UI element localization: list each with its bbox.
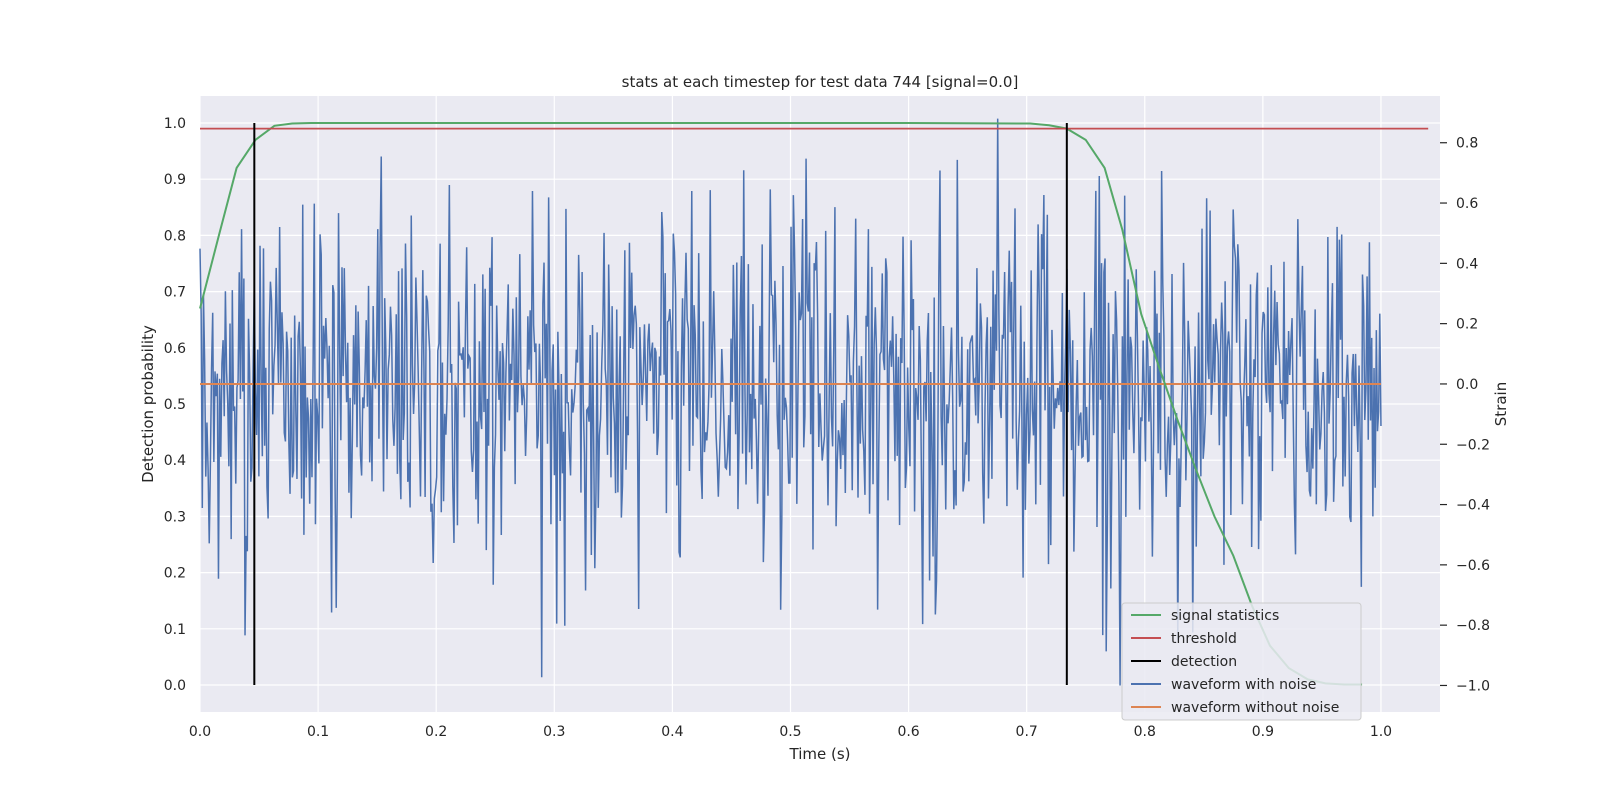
y2-tick-label: 0.8: [1456, 136, 1478, 152]
legend-label-threshold: threshold: [1171, 631, 1237, 647]
y2-tick-label: −0.8: [1456, 618, 1490, 634]
y-tick-label: 0.1: [164, 622, 186, 638]
y2-tick-label: 0.4: [1456, 256, 1478, 272]
chart-marks: [199, 118, 1429, 686]
series-waveform-with-noise: [199, 118, 1382, 686]
x-tick-label: 0.8: [1134, 724, 1156, 740]
x-axis-title: Time (s): [789, 745, 851, 763]
y-tick-label: 0.4: [164, 453, 186, 469]
x-tick-label: 0.7: [1016, 724, 1038, 740]
y-tick-label: 0.6: [164, 341, 186, 357]
y2-tick-label: −0.2: [1456, 437, 1490, 453]
x-tick-label: 0.3: [543, 724, 565, 740]
x-tick-label: 0.5: [779, 724, 801, 740]
y2-axis-title: Strain: [1492, 382, 1510, 426]
y-tick-label: 0.7: [164, 285, 186, 301]
y2-tick-label: −0.6: [1456, 558, 1490, 574]
y2-tick-label: 0.2: [1456, 317, 1478, 333]
legend-label-signal-statistics: signal statistics: [1171, 608, 1279, 624]
y2-tick-label: −1.0: [1456, 678, 1490, 694]
x-tick-label: 0.4: [661, 724, 683, 740]
y2-tick-label: 0.0: [1456, 377, 1478, 393]
x-tick-label: 0.0: [189, 724, 211, 740]
y-tick-label: 0.3: [164, 509, 186, 525]
axis-ticks: 0.0 0.1 0.2 0.3 0.4 0.5 0.6 0.7 0.8 0.9 1.0 0.0 0.1 0…: [164, 116, 1490, 740]
x-tick-label: 0.2: [425, 724, 447, 740]
y-tick-label: 0.2: [164, 566, 186, 582]
x-tick-label: 1.0: [1370, 724, 1392, 740]
y-tick-label: 1.0: [164, 116, 186, 132]
x-tick-label: 0.6: [897, 724, 919, 740]
legend-label-detection: detection: [1171, 654, 1237, 670]
y2-tick-label: 0.6: [1456, 196, 1478, 212]
legend-label-waveform-without-noise: waveform without noise: [1171, 700, 1339, 716]
chart-title: stats at each timestep for test data 744…: [622, 73, 1019, 91]
x-tick-label: 0.1: [307, 724, 329, 740]
legend-label-waveform-with-noise: waveform with noise: [1171, 677, 1316, 693]
y-tick-label: 0.8: [164, 228, 186, 244]
y-axis-title: Detection probability: [139, 325, 157, 483]
y-tick-label: 0.9: [164, 172, 186, 188]
y-tick-label: 0.5: [164, 397, 186, 413]
x-tick-label: 0.9: [1252, 724, 1274, 740]
legend-box: [1121, 602, 1362, 721]
legend: signal statistics threshold detection wa…: [1121, 602, 1362, 721]
y2-tick-label: −0.4: [1456, 498, 1490, 514]
y-tick-label: 0.0: [164, 678, 186, 694]
